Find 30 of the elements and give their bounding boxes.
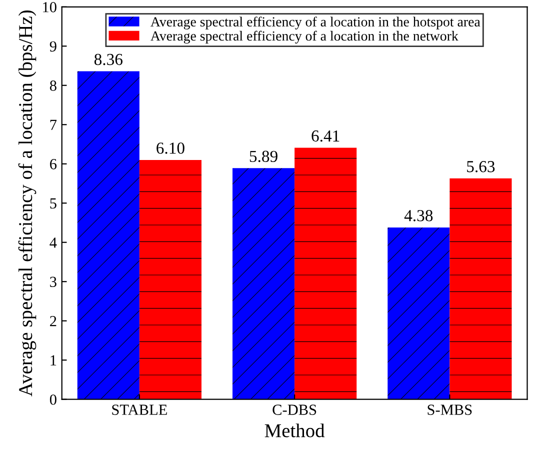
y-tick-label: 3 (50, 276, 56, 288)
bar (294, 148, 357, 400)
y-axis-title: Average spectral efficiency of a location (bps/Hz) (18, 10, 36, 396)
x-tick-label: C-DBS (272, 404, 316, 415)
legend-label: Average spectral efficiency of a location in the network (150, 30, 458, 44)
data-label: 6.10 (156, 142, 184, 154)
bar (232, 168, 295, 400)
y-tick-label: 6 (50, 159, 57, 170)
bar (77, 71, 140, 400)
data-label: 8.36 (94, 54, 122, 66)
data-label: 5.89 (250, 150, 278, 162)
legend-label: Average spectral efficiency of a location in the hotspot area (150, 16, 480, 30)
y-tick-label: 1 (50, 355, 56, 366)
bar (139, 160, 202, 400)
data-label: 6.41 (312, 130, 340, 142)
y-tick-label: 0 (50, 394, 56, 405)
bar (388, 227, 450, 400)
y-tick-label: 9 (50, 41, 56, 52)
y-tick-label: 2 (50, 316, 56, 326)
y-tick-label: 5 (50, 198, 56, 209)
bar (450, 178, 512, 400)
x-tick-label: STABLE (112, 404, 167, 415)
data-label: 5.63 (467, 161, 495, 172)
y-tick-label: 4 (50, 238, 57, 248)
y-tick-label: 7 (50, 120, 57, 130)
y-tick-label: 8 (50, 80, 56, 91)
y-tick-label: 10 (43, 2, 56, 12)
data-label: 4.38 (404, 210, 433, 222)
x-tick-label: S-MBS (428, 404, 472, 415)
x-axis-title: Method (264, 424, 325, 438)
